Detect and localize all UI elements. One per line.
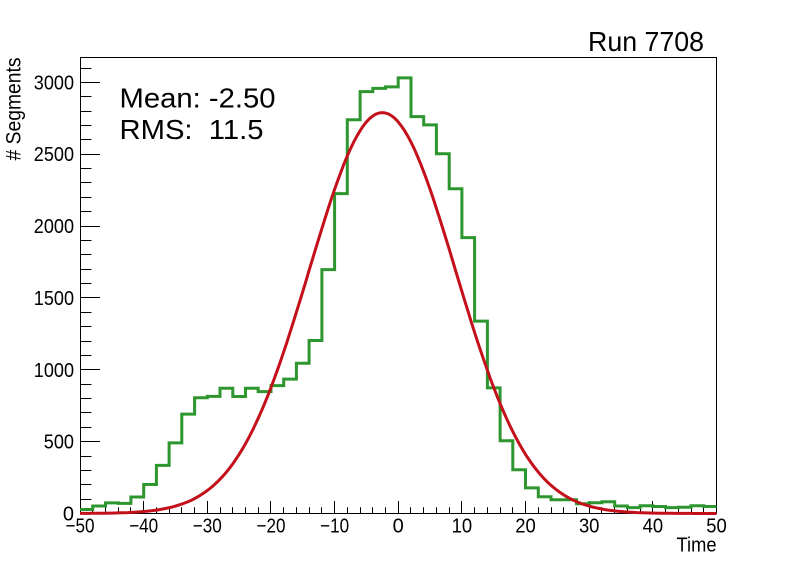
svg-text:500: 500 xyxy=(44,432,74,454)
svg-text:10: 10 xyxy=(452,516,473,538)
svg-text:20: 20 xyxy=(515,516,536,538)
svg-text:2500: 2500 xyxy=(34,144,74,166)
svg-text:Mean: -2.50: Mean: -2.50 xyxy=(120,83,276,114)
svg-text:−30: −30 xyxy=(193,516,222,538)
svg-text:Time: Time xyxy=(677,535,717,557)
svg-text:40: 40 xyxy=(643,516,664,538)
svg-text:−50: −50 xyxy=(66,516,95,538)
svg-text:−40: −40 xyxy=(129,516,158,538)
svg-text:30: 30 xyxy=(579,516,600,538)
svg-text:# Segments: # Segments xyxy=(2,58,26,161)
svg-text:0: 0 xyxy=(63,503,74,525)
svg-text:0: 0 xyxy=(393,516,404,538)
svg-text:1500: 1500 xyxy=(34,288,74,310)
svg-text:3000: 3000 xyxy=(34,72,74,94)
svg-text:50: 50 xyxy=(706,516,727,538)
svg-text:2000: 2000 xyxy=(34,216,74,238)
svg-text:1000: 1000 xyxy=(34,360,74,382)
svg-text:RMS: 11.5: RMS: 11.5 xyxy=(120,114,264,145)
svg-text:Run 7708: Run 7708 xyxy=(588,26,704,57)
svg-text:−20: −20 xyxy=(257,516,286,538)
svg-text:−10: −10 xyxy=(320,516,349,538)
